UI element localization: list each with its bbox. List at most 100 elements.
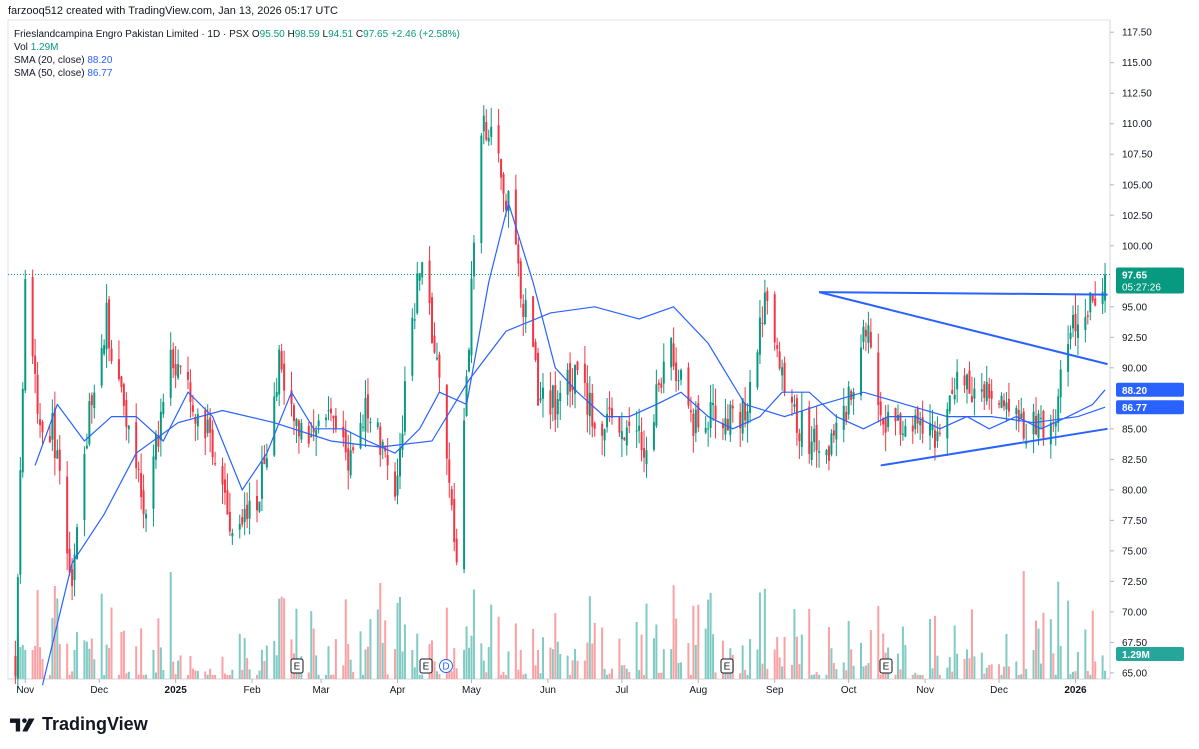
volume-bar	[741, 645, 744, 679]
volume-bar	[455, 668, 458, 679]
earnings-marker-label: E	[294, 662, 301, 673]
volume-bar	[362, 674, 365, 679]
legend-sma50-row[interactable]: SMA (50, close) 86.77	[14, 67, 460, 80]
volume-bar	[761, 663, 764, 679]
candle-body	[756, 352, 759, 388]
candle-body	[127, 425, 130, 430]
candle-body	[800, 410, 803, 447]
volume-bar	[465, 626, 468, 679]
volume-bar	[882, 633, 885, 679]
volume-bar	[137, 674, 140, 679]
volume-bar	[1091, 610, 1094, 679]
earnings-marker-label: E	[883, 662, 890, 673]
candle-body	[263, 456, 266, 465]
volume-bar	[628, 671, 631, 679]
volume-bar	[34, 645, 37, 679]
volume-bar	[921, 674, 924, 679]
volume-bar	[916, 674, 919, 679]
candle-body	[549, 390, 552, 415]
volume-bar	[398, 596, 401, 679]
volume-bar	[830, 648, 833, 679]
candle-body	[795, 398, 798, 433]
candle-body	[835, 422, 838, 440]
volume-bar	[223, 673, 226, 679]
candle-body	[778, 351, 781, 369]
volume-bar	[255, 674, 258, 679]
volume-bar	[500, 674, 503, 679]
candle-body	[307, 425, 310, 444]
candle-body	[1017, 409, 1020, 422]
volume-bar	[1089, 674, 1092, 679]
candle-body	[1086, 315, 1089, 317]
volume-bar	[827, 627, 830, 679]
candle-body	[325, 417, 328, 421]
candle-body	[231, 532, 234, 537]
candle-body	[534, 342, 537, 360]
volume-bar	[48, 674, 51, 679]
candle-body	[707, 428, 710, 430]
candle-body	[830, 433, 833, 455]
candle-body	[191, 405, 194, 412]
candle-body	[260, 461, 263, 499]
volume-bar	[438, 673, 441, 679]
candle-body	[280, 351, 283, 370]
volume-bar	[1020, 674, 1023, 679]
candle-body	[248, 500, 251, 519]
volume-bar	[172, 661, 175, 679]
volume-bar	[899, 669, 902, 679]
volume-bar	[933, 615, 936, 679]
candle-body	[1072, 314, 1075, 329]
volume-bar	[815, 671, 818, 679]
legend-sma20-row[interactable]: SMA (20, close) 88.20	[14, 54, 460, 67]
candle-body	[842, 405, 845, 430]
candle-body	[145, 513, 148, 519]
price-tick-label: 80.00	[1122, 485, 1147, 496]
volume-bar	[571, 660, 574, 679]
candle-body	[445, 384, 448, 459]
price-axis[interactable]: 117.50 115.00 112.50 110.00 107.50 105.00 102.…	[1110, 28, 1184, 680]
volume-bar	[260, 649, 263, 679]
price-tick-label: 117.50	[1122, 28, 1152, 39]
candle-body	[827, 446, 830, 461]
legend-volume-row[interactable]: Vol 1.29M	[14, 41, 460, 54]
volume-bar	[379, 582, 382, 679]
candle-body	[1067, 344, 1070, 372]
volume-bar	[756, 649, 759, 679]
candle-body	[246, 504, 249, 520]
candle-body	[120, 376, 123, 388]
volume-bar	[894, 674, 897, 679]
price-tick-label: 92.50	[1122, 333, 1147, 344]
volume-bar	[603, 668, 606, 679]
candle-body	[39, 419, 42, 426]
symbol-name[interactable]: Frieslandcampina Engro Pakistan Limited …	[14, 29, 250, 40]
volume-bar	[196, 670, 199, 679]
volume-bar	[1086, 670, 1089, 679]
trendlines[interactable]	[818, 291, 1108, 467]
volume-bar	[472, 589, 475, 679]
volume-bar	[583, 660, 586, 679]
volume-bar	[490, 604, 493, 679]
time-axis[interactable]: Nov Dec 2025 Feb Mar Apr May Jun Jul Aug Sep Oct Nov…	[16, 679, 1087, 696]
volume-bar	[310, 611, 313, 679]
candle-body	[556, 399, 559, 415]
candle-body	[194, 417, 197, 424]
candle-body	[1020, 413, 1023, 419]
volume-bar	[347, 644, 350, 679]
volume-bar	[852, 665, 855, 679]
candle-body	[776, 345, 779, 349]
candle-body	[364, 397, 367, 432]
candle-body	[825, 450, 828, 456]
volume-bar	[120, 631, 123, 679]
candle-body	[519, 261, 522, 299]
candle-body	[76, 527, 79, 559]
price-tick-label: 102.50	[1122, 211, 1153, 222]
volume-bar	[640, 634, 643, 679]
volume-bar	[660, 672, 663, 679]
volume-bar	[850, 649, 853, 679]
dividend-marker-label: D	[442, 662, 449, 673]
candle-body	[497, 125, 500, 154]
volume-bar	[450, 671, 453, 679]
candle-body	[929, 423, 932, 436]
tradingview-logo[interactable]: TradingView	[10, 714, 148, 735]
